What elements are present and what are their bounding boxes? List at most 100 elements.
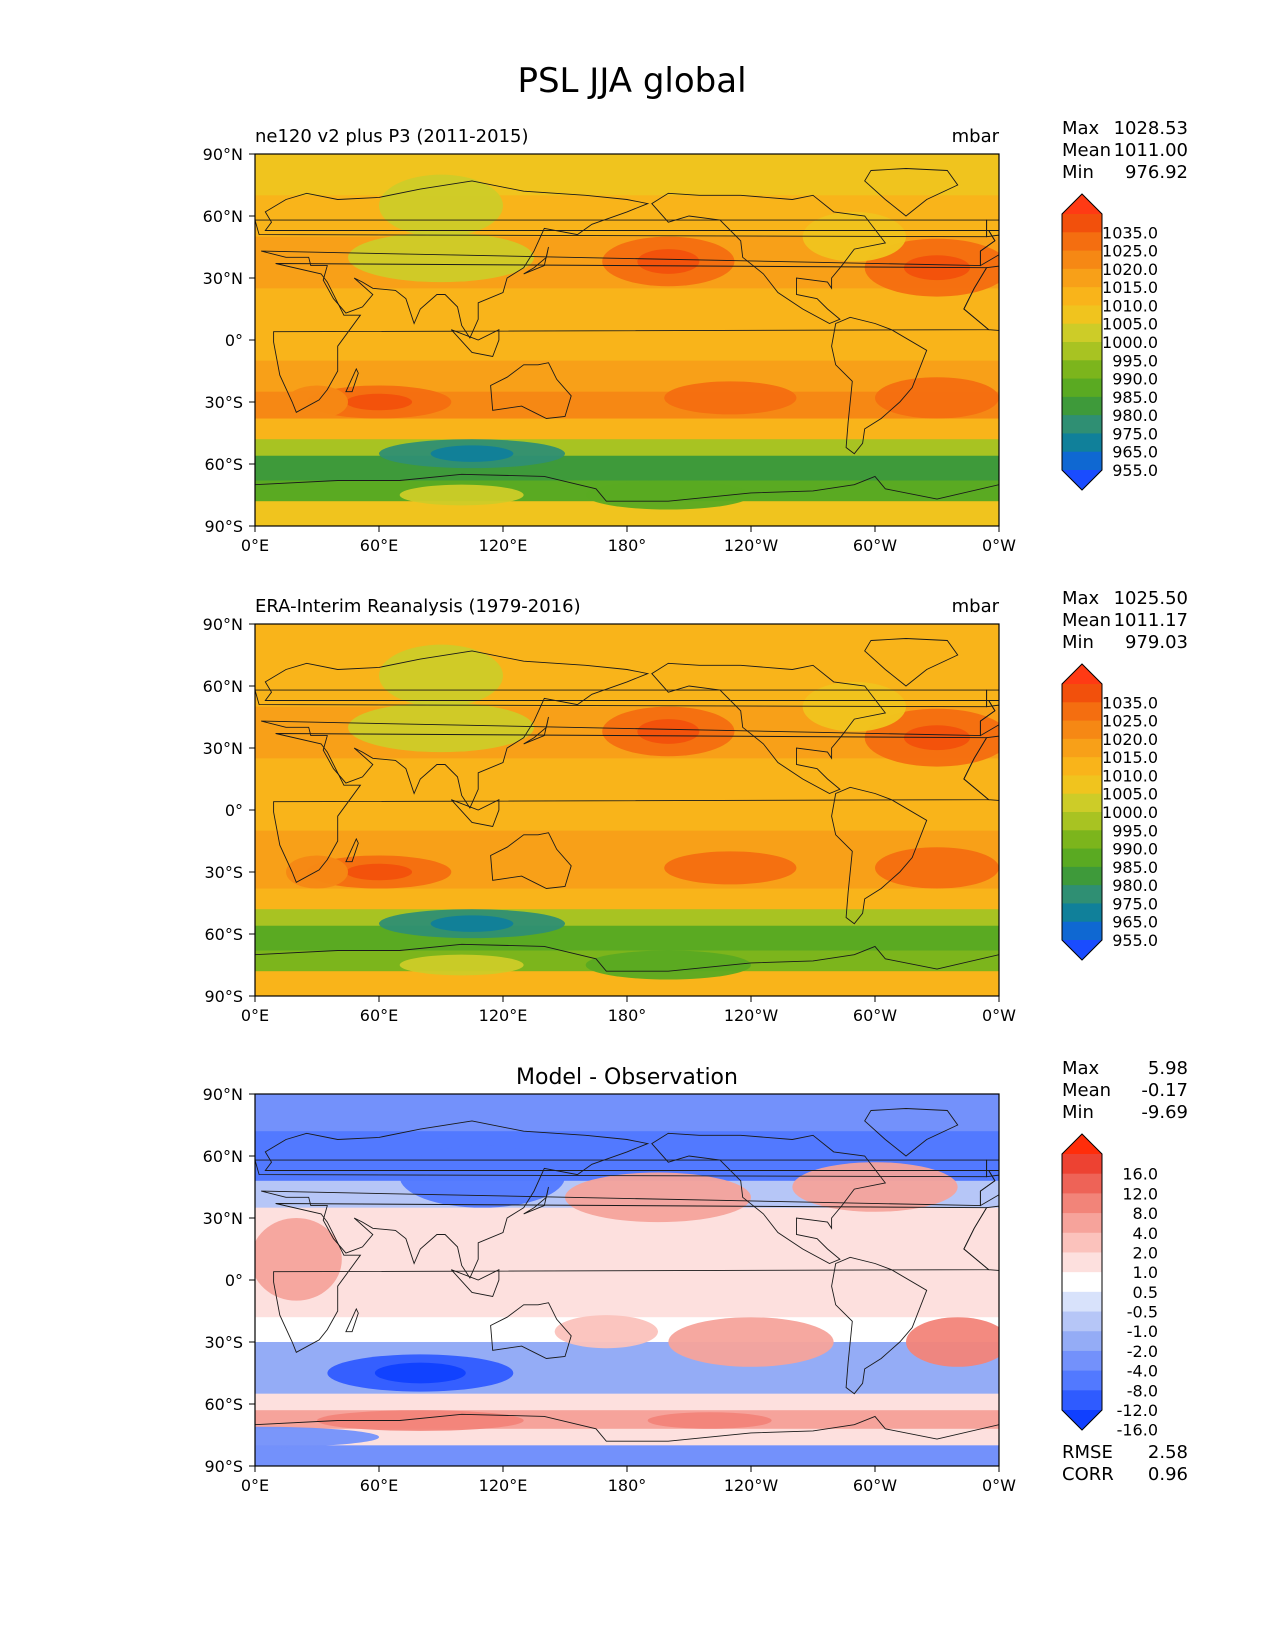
colorbar-segment	[1062, 720, 1102, 740]
field-band-0	[255, 624, 999, 666]
field-band-8	[255, 1428, 999, 1446]
panel-obs: ERA-Interim Reanalysis (1979-2016) mbar 90…	[203, 588, 1188, 1025]
colorbar-tick-label: 955.0	[1112, 461, 1158, 480]
colorbar-tick-label: -8.0	[1127, 1381, 1158, 1400]
colorbar-tick-label: -2.0	[1127, 1342, 1158, 1361]
colorbar-extend-top	[1062, 194, 1102, 214]
field-band-0	[255, 154, 999, 196]
lat-tick-label: 90°S	[204, 1457, 243, 1476]
stat-label: Mean	[1062, 610, 1111, 631]
field-blob-10	[430, 445, 514, 462]
field	[255, 624, 999, 996]
metric-label: RMSE	[1062, 1442, 1113, 1463]
lat-tick-label: 30°N	[203, 739, 243, 758]
colorbar-tick-label: 1025.0	[1102, 712, 1158, 731]
coastline-3	[651, 662, 887, 794]
lon-tick-label: 0°E	[241, 536, 269, 555]
colorbar-tick-label: -4.0	[1127, 1362, 1158, 1381]
field-blob-13	[348, 232, 534, 283]
colorbar-tick-label: 1005.0	[1102, 785, 1158, 804]
coastline-5	[864, 1108, 959, 1157]
field-blob-12	[399, 954, 524, 976]
stat-label: Max	[1062, 118, 1100, 139]
lon-tick-label: 60°E	[360, 1006, 398, 1025]
stat-value: -9.69	[1141, 1102, 1188, 1123]
lon-tick-label: 120°W	[724, 1006, 779, 1025]
colorbar-extend-bottom	[1062, 1410, 1102, 1430]
field-blob-9	[317, 1410, 524, 1431]
field-blob-10	[430, 915, 514, 932]
field-blob-5	[345, 863, 413, 881]
coastline-9	[345, 837, 359, 863]
colorbar-tick-label: 1020.0	[1102, 260, 1158, 279]
colorbar-extend-top	[1062, 664, 1102, 684]
lat-tick-label: 0°	[225, 1271, 243, 1290]
field-blob-14	[379, 644, 503, 707]
colorbar-tick-label: 975.0	[1112, 894, 1158, 913]
lon-tick-label: 120°E	[479, 1006, 528, 1025]
panel-title: ERA-Interim Reanalysis (1979-2016)	[255, 596, 581, 617]
colorbar-segment	[1062, 1154, 1102, 1175]
colorbar-segment	[1062, 885, 1102, 904]
coastline-9	[345, 1307, 359, 1333]
coastline-wrap-2	[986, 689, 999, 708]
coastline-2	[490, 832, 572, 889]
stat-label: Max	[1062, 588, 1100, 609]
field-band-3	[255, 288, 999, 362]
stat-value: 1028.53	[1114, 118, 1188, 139]
colorbar-segment	[1062, 866, 1102, 886]
field-blob-1	[374, 1362, 466, 1384]
metric-value: 2.58	[1148, 1442, 1188, 1463]
colorbar-extend-bottom	[1062, 470, 1102, 490]
field-blob-3	[792, 1162, 958, 1212]
colorbar-segment	[1062, 812, 1102, 831]
panel-diff: Model - Observation 90°N 60°N 30°N 0° 30°S 60°…	[203, 1058, 1188, 1495]
stat-value: 1011.00	[1114, 140, 1188, 161]
coastline-9	[345, 367, 359, 393]
field-band-7	[255, 439, 999, 457]
field-band-9	[255, 1445, 999, 1466]
colorbar-tick-label: 8.0	[1133, 1204, 1158, 1223]
panel-units: mbar	[952, 596, 1000, 617]
lon-tick-label: 0°E	[241, 1476, 269, 1495]
coastline-1	[261, 650, 996, 809]
lat-tick-label: 60°S	[204, 455, 243, 474]
colorbar-tick-label: 4.0	[1133, 1224, 1158, 1243]
colorbar-tick-label: 995.0	[1112, 821, 1158, 840]
lat-tick-label: 60°S	[204, 1395, 243, 1414]
coastline-4	[831, 316, 928, 455]
colorbar-segment	[1062, 287, 1102, 306]
stat-value: 1025.50	[1114, 588, 1188, 609]
stat-value: 5.98	[1148, 1058, 1188, 1079]
field-blob-10	[647, 1412, 772, 1429]
coastline-7	[450, 798, 500, 828]
lon-tick-label: 120°W	[724, 1476, 779, 1495]
field	[255, 1094, 999, 1466]
colorbar-tick-label: 1015.0	[1102, 278, 1158, 297]
panel-title: ne120 v2 plus P3 (2011-2015)	[255, 126, 529, 147]
lon-tick-label: 60°W	[853, 1006, 897, 1025]
panel-title: Model - Observation	[516, 1065, 738, 1090]
lat-tick-label: 0°	[225, 801, 243, 820]
colorbar-tick-label: 975.0	[1112, 424, 1158, 443]
colorbar-outline	[1061, 193, 1103, 491]
colorbar-tick-label: 1020.0	[1102, 730, 1158, 749]
field-band-3	[255, 1207, 999, 1318]
stat-value: 1011.17	[1114, 610, 1188, 631]
colorbar-outline	[1061, 1133, 1103, 1431]
colorbar-tick-label: 2.0	[1133, 1243, 1158, 1262]
coastline-4	[831, 1256, 928, 1395]
field-band-6	[255, 418, 999, 440]
coastline-8	[523, 246, 549, 275]
colorbar-extend-top	[1062, 1134, 1102, 1154]
field-blob-11	[585, 480, 751, 510]
colorbar-segment	[1062, 378, 1102, 398]
colorbar-tick-label: 1015.0	[1102, 748, 1158, 767]
colorbar-tick-label: 980.0	[1112, 406, 1158, 425]
stat-label: Mean	[1062, 1080, 1111, 1101]
coastline-wrap-2	[986, 219, 999, 238]
lat-tick-label: 90°S	[204, 987, 243, 1006]
stat-label: Min	[1062, 632, 1094, 653]
lat-tick-label: 30°N	[203, 269, 243, 288]
colorbar-tick-label: 965.0	[1112, 443, 1158, 462]
